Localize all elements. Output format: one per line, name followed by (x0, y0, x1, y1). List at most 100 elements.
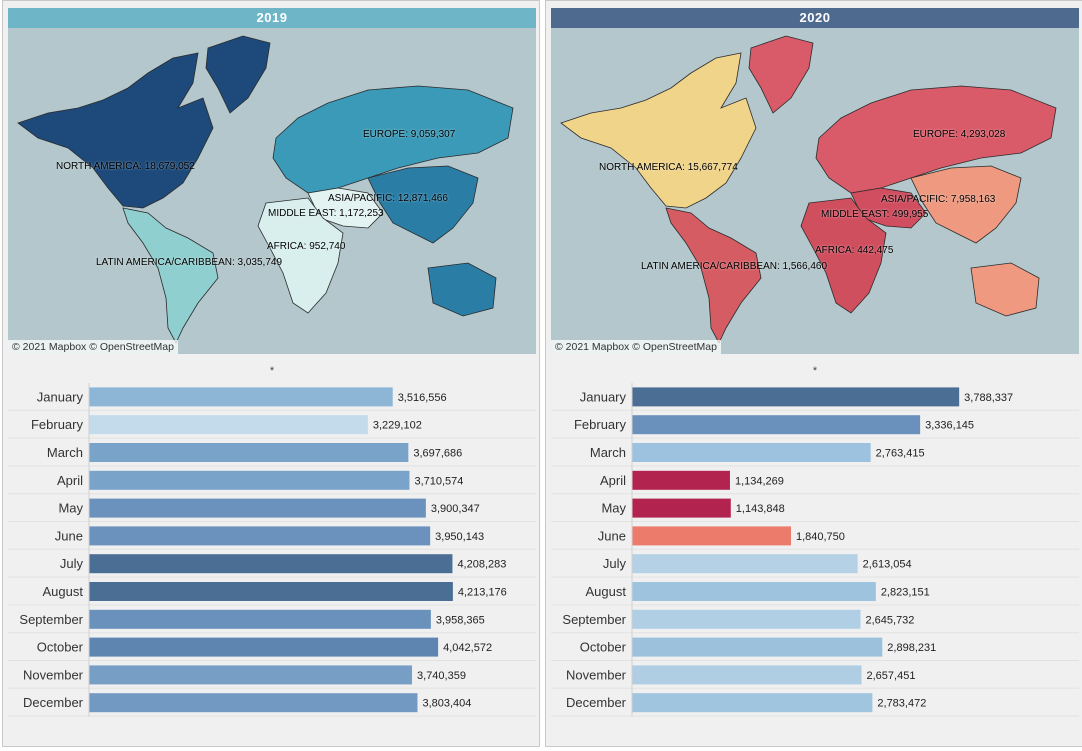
value-label-february: 3,229,102 (373, 420, 422, 432)
bar-october[interactable] (632, 637, 883, 657)
label-latin-america: LATIN AMERICA/CARIBBEAN: 1,566,460 (641, 261, 828, 272)
label-latin-america: LATIN AMERICA/CARIBBEAN: 3,035,749 (96, 257, 283, 268)
month-label-september: September (19, 612, 83, 627)
bar-july[interactable] (89, 554, 453, 574)
value-label-january: 3,788,337 (964, 392, 1013, 404)
bar-june[interactable] (632, 526, 791, 546)
month-label-august: August (43, 584, 84, 599)
map-shapes-2019 (17, 35, 514, 344)
region-north-america[interactable] (560, 52, 757, 209)
value-label-december: 2,783,472 (877, 698, 926, 710)
region-latin-america[interactable] (665, 207, 762, 344)
bar-january[interactable] (89, 387, 393, 407)
label-asia-pacific: ASIA/PACIFIC: 7,958,163 (881, 194, 996, 205)
month-label-may: May (601, 501, 626, 516)
label-middle-east: MIDDLE EAST: 1,172,253 (268, 208, 384, 219)
month-label-april: April (57, 473, 83, 488)
month-label-september: September (562, 612, 626, 627)
month-label-january: January (580, 389, 627, 404)
value-label-march: 3,697,686 (413, 448, 462, 460)
month-label-june: June (55, 528, 83, 543)
label-africa: AFRICA: 442,475 (815, 245, 894, 256)
label-asia-pacific: ASIA/PACIFIC: 12,871,466 (328, 193, 448, 204)
bar-october[interactable] (89, 637, 439, 657)
value-label-october: 4,042,572 (443, 642, 492, 654)
region-africa[interactable] (257, 197, 344, 314)
bar-september[interactable] (632, 609, 861, 629)
bar-august[interactable] (632, 582, 876, 601)
month-label-august: August (586, 584, 627, 599)
month-label-december: December (566, 695, 627, 710)
bar-column-header: * (269, 365, 275, 377)
world-map-2019[interactable]: NORTH AMERICA: 18,679,052 EUROPE: 9,059,… (8, 28, 536, 354)
world-map-2020[interactable]: NORTH AMERICA: 15,667,774 EUROPE: 4,293,… (551, 28, 1079, 354)
map-attribution[interactable]: © 2021 Mapbox © OpenStreetMap (8, 340, 178, 354)
value-label-august: 4,213,176 (458, 587, 507, 599)
month-label-december: December (23, 695, 84, 710)
bar-march[interactable] (632, 443, 871, 462)
month-label-march: March (47, 445, 83, 460)
map-shapes-2020 (560, 35, 1057, 344)
month-label-november: November (566, 667, 627, 682)
label-middle-east: MIDDLE EAST: 499,955 (821, 209, 929, 220)
bar-april[interactable] (89, 470, 410, 490)
bar-november[interactable] (89, 665, 413, 685)
value-label-may: 1,143,848 (736, 503, 785, 515)
value-label-august: 2,823,151 (881, 587, 930, 599)
bar-january[interactable] (632, 387, 960, 407)
year-header-2020: 2020 (551, 8, 1079, 28)
bar-february[interactable] (89, 415, 368, 435)
label-north-america: NORTH AMERICA: 15,667,774 (599, 162, 738, 173)
month-label-march: March (590, 445, 626, 460)
region-africa[interactable] (800, 197, 887, 314)
bar-column-header: * (812, 365, 818, 377)
region-greenland[interactable] (205, 35, 271, 114)
bar-december[interactable] (632, 693, 873, 713)
bar-june[interactable] (89, 526, 431, 546)
panel-2019: 2019 NORTH AMERICA: 18,679,052 EUROPE: 9… (2, 0, 540, 747)
bar-november[interactable] (632, 665, 862, 685)
value-label-april: 3,710,574 (414, 475, 463, 487)
region-asia-pacific[interactable] (367, 165, 497, 317)
month-label-june: June (598, 528, 626, 543)
bar-may[interactable] (89, 498, 426, 518)
month-label-july: July (603, 556, 627, 571)
value-label-december: 3,803,404 (422, 698, 471, 710)
region-north-america[interactable] (17, 52, 214, 209)
value-label-june: 1,840,750 (796, 531, 845, 543)
label-europe: EUROPE: 9,059,307 (363, 129, 456, 140)
label-north-america: NORTH AMERICA: 18,679,052 (56, 161, 195, 172)
region-europe[interactable] (815, 85, 1057, 194)
bar-december[interactable] (89, 693, 418, 713)
bar-september[interactable] (89, 609, 431, 629)
region-europe[interactable] (272, 85, 514, 194)
value-label-may: 3,900,347 (431, 503, 480, 515)
value-label-march: 2,763,415 (876, 448, 925, 460)
bar-february[interactable] (632, 415, 921, 435)
month-label-november: November (23, 667, 84, 682)
value-label-november: 3,740,359 (417, 670, 466, 682)
bar-may[interactable] (632, 498, 731, 518)
value-label-november: 2,657,451 (867, 670, 916, 682)
year-header-2019: 2019 (8, 8, 536, 28)
value-label-april: 1,134,269 (735, 475, 784, 487)
month-label-february: February (31, 417, 84, 432)
region-asia-pacific[interactable] (910, 165, 1040, 317)
map-attribution[interactable]: © 2021 Mapbox © OpenStreetMap (551, 340, 721, 354)
bar-march[interactable] (89, 443, 409, 462)
month-label-january: January (37, 389, 84, 404)
bar-april[interactable] (632, 470, 730, 490)
month-label-october: October (580, 640, 627, 655)
bar-august[interactable] (89, 582, 453, 601)
region-latin-america[interactable] (122, 207, 219, 344)
monthly-bar-chart-2019: January 3,516,556 February 3,229,102 March 3,… (8, 383, 536, 717)
region-greenland[interactable] (748, 35, 814, 114)
value-label-july: 2,613,054 (863, 559, 912, 571)
value-label-september: 2,645,732 (865, 614, 914, 626)
value-label-september: 3,958,365 (436, 614, 485, 626)
month-label-april: April (600, 473, 626, 488)
bar-july[interactable] (632, 554, 858, 574)
month-label-july: July (60, 556, 84, 571)
value-label-october: 2,898,231 (887, 642, 936, 654)
label-europe: EUROPE: 4,293,028 (913, 129, 1006, 140)
